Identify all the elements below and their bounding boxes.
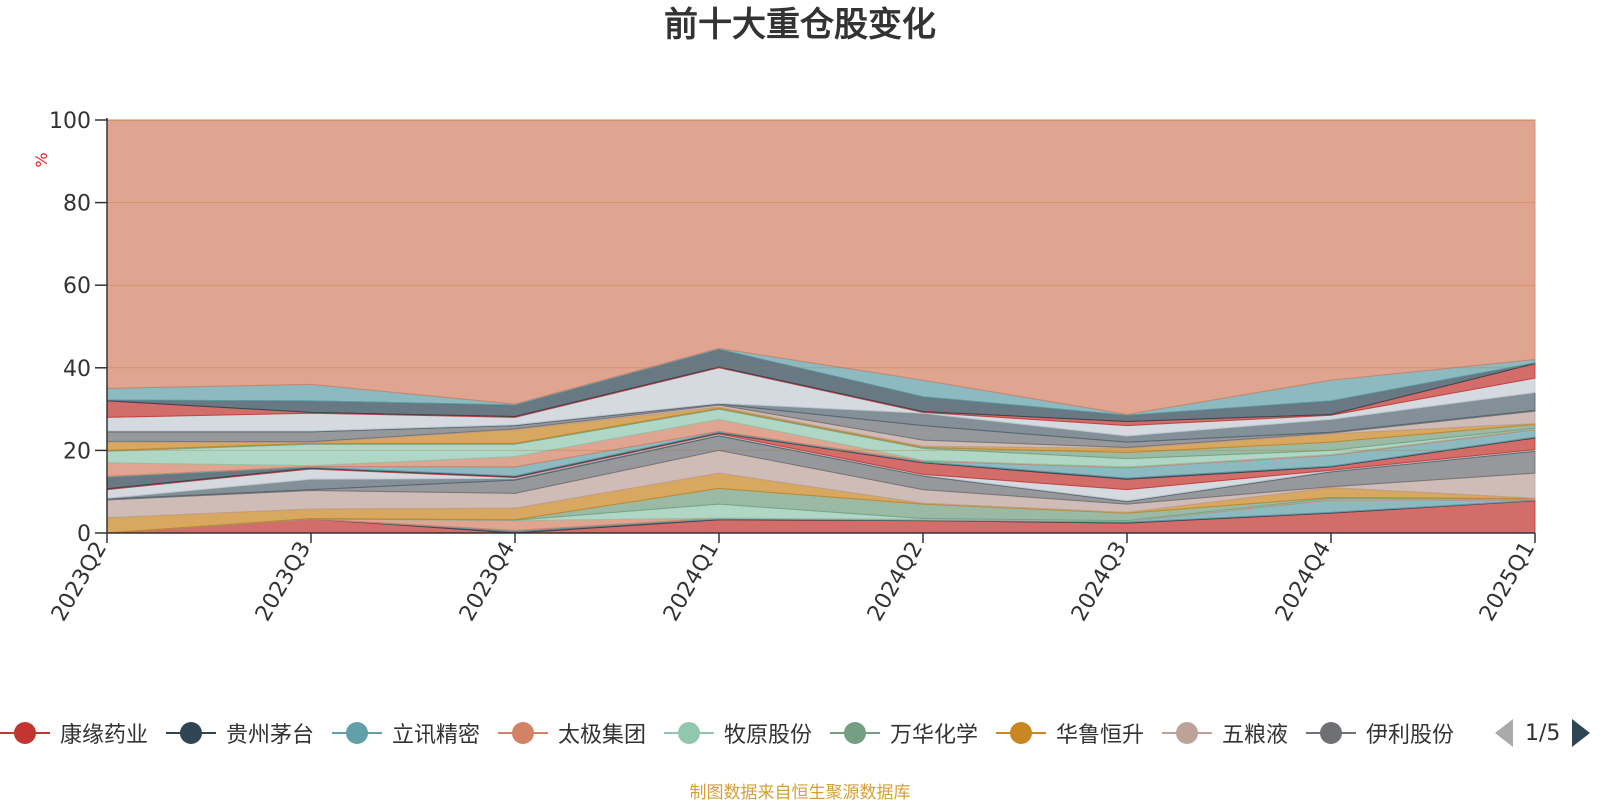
y-tick-label: 100: [49, 109, 91, 134]
legend-label: 太极集团: [558, 723, 647, 748]
y-tick-label: 0: [77, 522, 91, 547]
legend-label: 五粮液: [1222, 723, 1289, 748]
area-series-26: [106, 119, 1536, 415]
x-tick-label: 2023Q4: [455, 538, 520, 626]
legend-marker-icon: [664, 719, 714, 747]
legend-item[interactable]: 华鲁恒升: [996, 712, 1144, 754]
legend-item[interactable]: 立讯精密: [332, 712, 480, 754]
x-tick-label: 2024Q1: [659, 538, 724, 626]
legend-item[interactable]: 万华化学: [830, 712, 978, 754]
legend-label: 牧原股份: [724, 723, 813, 748]
y-tick-label: 20: [63, 439, 91, 464]
x-tick-label: 2024Q2: [863, 538, 928, 626]
pager-prev-icon[interactable]: [1495, 719, 1513, 747]
data-source-note: 制图数据来自恒生聚源数据库: [689, 783, 911, 803]
x-tick-label: 2024Q4: [1271, 538, 1336, 626]
x-tick-label: 2024Q3: [1067, 538, 1132, 626]
legend-item[interactable]: 贵州茅台: [166, 712, 314, 754]
legend-marker-icon: [1162, 719, 1212, 747]
y-tick-label: 40: [63, 357, 91, 382]
legend-marker-icon: [0, 719, 50, 747]
legend-item[interactable]: 康缘药业: [0, 712, 148, 754]
legend-label: 万华化学: [890, 723, 979, 748]
x-tick-label: 2023Q3: [251, 538, 316, 626]
legend-marker-icon: [332, 719, 382, 747]
legend-marker-icon: [830, 719, 880, 747]
legend-item[interactable]: 伊利股份: [1306, 712, 1454, 754]
legend-item[interactable]: 牧原股份: [664, 712, 812, 754]
x-tick-label: 2025Q1: [1475, 538, 1540, 626]
chart-title: 前十大重仓股变化: [664, 5, 936, 45]
legend-marker-icon: [1306, 719, 1356, 747]
x-tick-label: 2023Q2: [47, 538, 112, 626]
y-axis-label: %: [32, 152, 51, 167]
legend-items: 康缘药业 贵州茅台 立讯精密 太极集团 牧原股份 万华化学 华鲁恒升 五粮液 伊利股份: [0, 712, 1482, 754]
pager-next-icon[interactable]: [1572, 719, 1591, 747]
stacked-area-chart: 0 20 40 60 80 100 2023Q2 2023Q3 2023Q4 2024Q1 2024…: [32, 109, 1540, 626]
legend-item[interactable]: 太极集团: [498, 712, 646, 754]
pager-page-label: 1/5: [1525, 720, 1561, 746]
legend-label: 立讯精密: [392, 723, 481, 748]
legend-label: 华鲁恒升: [1056, 723, 1145, 748]
legend-item[interactable]: 五粮液: [1162, 712, 1288, 754]
legend-marker-icon: [498, 719, 548, 747]
legend: 康缘药业 贵州茅台 立讯精密 太极集团 牧原股份 万华化学 华鲁恒升 五粮液 伊利股份 1/5: [0, 712, 1600, 754]
legend-label: 伊利股份: [1366, 723, 1455, 748]
legend-label: 康缘药业: [60, 723, 149, 748]
y-tick-label: 60: [63, 274, 91, 299]
legend-pager: 1/5: [1495, 712, 1600, 754]
legend-marker-icon: [166, 719, 216, 747]
legend-marker-icon: [996, 719, 1046, 747]
legend-label: 贵州茅台: [226, 723, 315, 748]
y-tick-label: 80: [63, 192, 91, 217]
